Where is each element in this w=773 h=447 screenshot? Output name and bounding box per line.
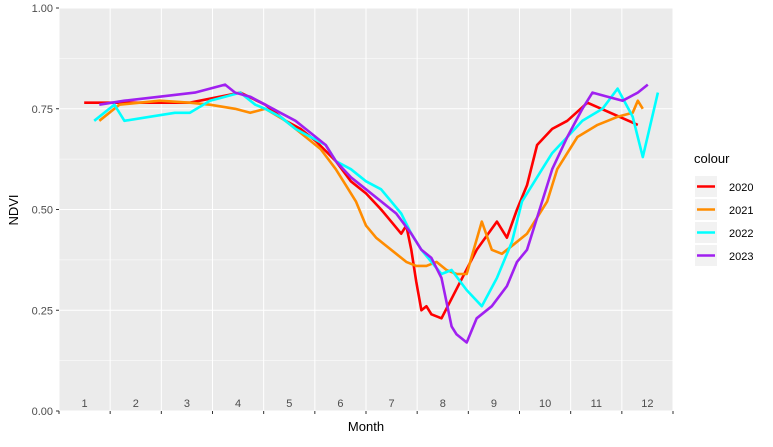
y-tick-label: 0.50 [32, 205, 53, 217]
legend-label-2021: 2021 [729, 205, 753, 217]
x-tick-label: 6 [337, 398, 343, 410]
y-axis-title: NDVI [6, 194, 21, 225]
x-tick-label: 8 [440, 398, 446, 410]
legend-label-2022: 2022 [729, 228, 753, 240]
x-tick-label: 2 [133, 398, 139, 410]
y-tick-label: 0.00 [32, 406, 53, 418]
x-tick-label: 1 [82, 398, 88, 410]
x-tick-label: 4 [235, 398, 241, 410]
series-line-2022 [93, 87, 660, 308]
y-tick-label: 0.75 [32, 104, 53, 116]
x-tick-label: 5 [286, 398, 292, 410]
legend-title: colour [694, 151, 730, 166]
x-tick-label: 12 [641, 398, 653, 410]
x-tick-label: 9 [491, 398, 497, 410]
x-tick-label: 10 [539, 398, 551, 410]
x-axis-title: Month [348, 419, 384, 434]
y-tick-label: 0.25 [32, 305, 53, 317]
x-tick-label: 7 [389, 398, 395, 410]
x-tick-label: 11 [591, 398, 602, 410]
y-tick-label: 1.00 [32, 3, 53, 15]
legend-label-2020: 2020 [729, 182, 753, 194]
legend: colour 2020 2021 2022 2023 [694, 151, 753, 266]
x-tick-label: 3 [184, 398, 190, 410]
legend-label-2023: 2023 [729, 251, 753, 263]
series-line-2023 [99, 83, 649, 344]
series-line-2021 [98, 99, 644, 276]
